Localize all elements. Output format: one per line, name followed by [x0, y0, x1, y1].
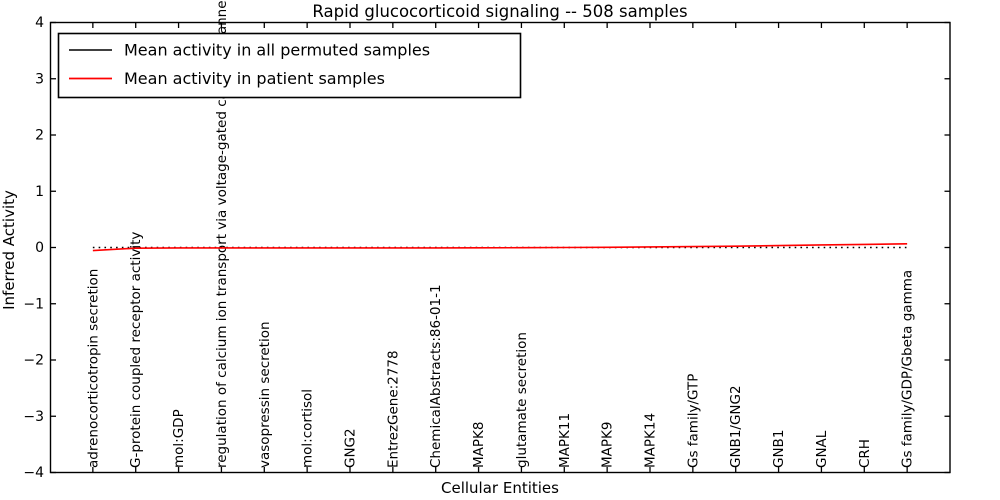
patient-mean-line [92, 243, 908, 252]
legend-entry-permuted: Mean activity in all permuted samples [124, 41, 430, 60]
category-label: MAPK8 [471, 422, 487, 468]
category-label: adrenocorticotropin secretion [85, 269, 101, 468]
y-tick-label: −2 [23, 353, 44, 369]
legend-box [57, 32, 522, 99]
category-label: MAPK14 [643, 413, 659, 468]
plot-frame-and-ticks [49, 21, 951, 474]
category-label: Gs family/GDP/Gbeta gamma [900, 270, 916, 468]
category-label: MAPK9 [600, 422, 616, 468]
y-tick-label: −3 [23, 409, 44, 425]
category-label: MAPK11 [557, 413, 573, 468]
series-lines [92, 243, 908, 252]
y-tick-label: 2 [35, 128, 44, 144]
y-tick-label: 3 [35, 71, 44, 87]
category-label: vasopressin secretion [257, 321, 273, 468]
category-label: GNB1/GNG2 [728, 385, 744, 468]
category-label: EntrezGene:2778 [385, 350, 401, 468]
category-label: GNG2 [343, 428, 359, 468]
category-label: regulation of calcium ion transport via … [214, 0, 230, 468]
category-label: glutamate secretion [514, 332, 530, 468]
category-label: GNB1 [771, 430, 787, 468]
y-tick-label: 0 [35, 240, 44, 256]
legend-entry-patient: Mean activity in patient samples [124, 69, 385, 88]
y-tick-label: 1 [35, 184, 44, 200]
category-label: CRH [857, 439, 873, 468]
category-label: G-protein coupled receptor activity [128, 232, 144, 468]
category-label: mol:GDP [171, 409, 187, 468]
x-axis-label: Cellular Entities [441, 479, 559, 497]
category-label: Gs family/GTP [685, 374, 701, 468]
category-label: mol:cortisol [300, 389, 316, 468]
y-tick-label: −4 [23, 465, 44, 481]
legend: Mean activity in all permuted samples Me… [57, 32, 522, 99]
x-category-labels: adrenocorticotropin secretion G-protein c… [85, 0, 915, 468]
y-tick-label: 4 [35, 15, 44, 31]
y-tick-label: −1 [23, 296, 44, 312]
chart-title: Rapid glucocorticoid signaling -- 508 sa… [312, 2, 687, 21]
category-label: GNAL [814, 430, 830, 468]
category-label: ChemicalAbstracts:86-01-1 [428, 284, 444, 468]
y-axis-label: Inferred Activity [0, 190, 18, 310]
y-tick-labels: 4 3 2 1 0 −1 −2 −3 −4 [23, 15, 44, 481]
